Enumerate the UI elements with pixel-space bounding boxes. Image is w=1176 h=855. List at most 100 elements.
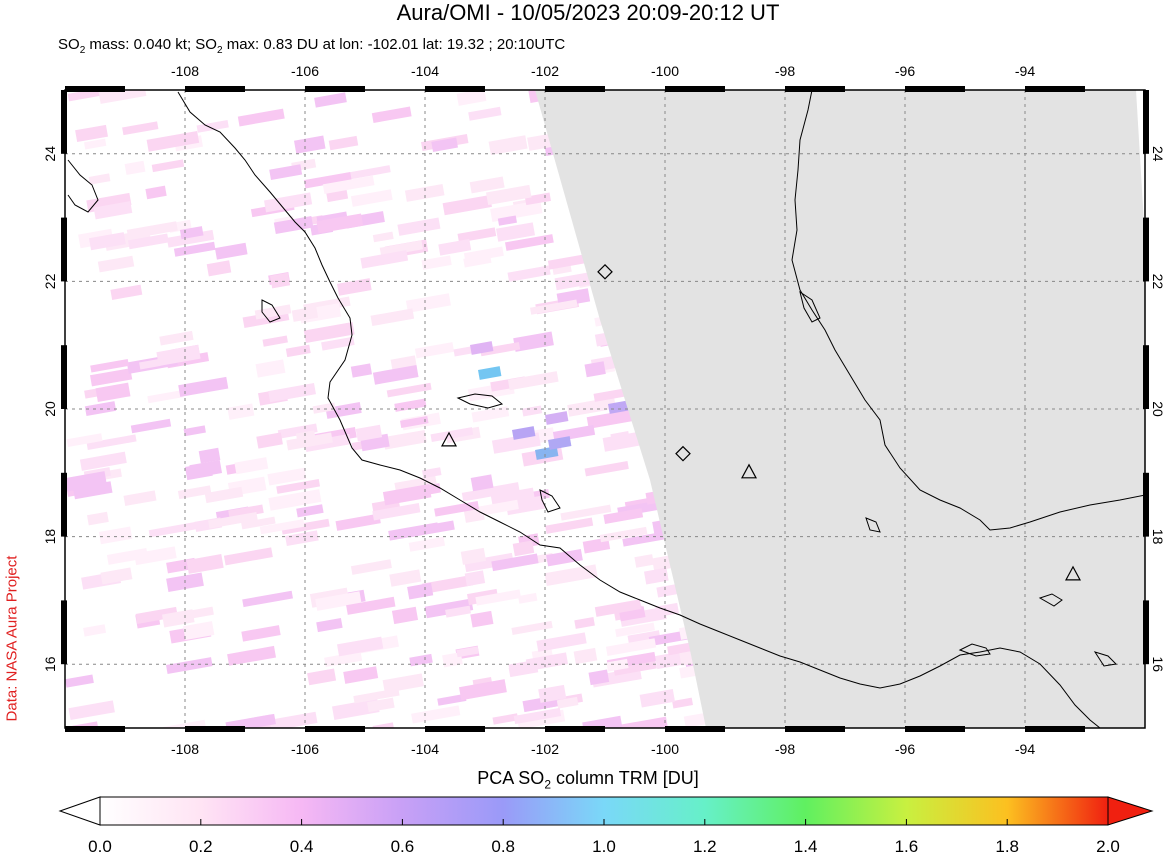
so2-pixel <box>106 548 149 565</box>
so2-pixel-high <box>478 366 502 380</box>
so2-pixel <box>87 511 109 526</box>
so2-pixel <box>459 679 507 701</box>
frame-tick-left <box>61 90 67 154</box>
so2-pixel <box>307 668 337 686</box>
colorbar-tick-label: 0.4 <box>290 837 314 855</box>
so2-pixel <box>463 254 492 268</box>
lon-label-bottom: -108 <box>171 741 199 757</box>
so2-pixel <box>527 133 555 151</box>
frame-tick-bottom <box>545 726 605 732</box>
so2-pixel <box>397 217 441 236</box>
so2-pixel <box>262 335 288 347</box>
frame-tick-left <box>61 217 67 282</box>
lat-label-right: 18 <box>1150 529 1166 545</box>
so2-pixel-high <box>608 400 632 414</box>
so2-pixel <box>491 432 541 454</box>
volcano-diamond-icon <box>675 445 691 462</box>
so2-pixel <box>145 185 167 200</box>
so2-pixel <box>547 253 594 270</box>
so2-pixel <box>296 504 324 518</box>
frame-tick-top <box>545 86 605 92</box>
so2-pixel <box>475 589 522 606</box>
frame-tick-bottom <box>905 726 965 732</box>
so2-pixel <box>584 461 629 477</box>
lat-label-right: 22 <box>1150 274 1166 290</box>
lon-label-bottom: -102 <box>531 741 559 757</box>
so2-pixel <box>544 564 598 587</box>
so2-pixel <box>324 651 363 668</box>
so2-pixel-high <box>535 446 559 460</box>
lon-label-bottom: -96 <box>895 741 915 757</box>
so2-pixel <box>89 232 126 251</box>
lon-label-top: -102 <box>531 63 559 79</box>
frame-tick-top <box>305 86 365 92</box>
lake-chapala <box>456 393 504 409</box>
so2-pixel <box>325 402 362 419</box>
so2-pixel <box>490 200 543 222</box>
so2-pixel <box>303 171 352 189</box>
colorbar-tick-label: 1.2 <box>693 837 717 855</box>
so2-pixel <box>391 606 419 625</box>
so2-pixel <box>178 376 229 397</box>
so2-pixel <box>198 447 221 464</box>
so2-pixel <box>615 622 655 638</box>
so2-pixel <box>134 546 177 566</box>
so2-pixel <box>254 304 292 320</box>
so2-pixel <box>227 403 255 420</box>
so2-pixel <box>72 721 100 728</box>
so2-pixel <box>350 189 393 207</box>
lat-label-right: 20 <box>1150 401 1166 417</box>
so2-pixel <box>86 434 137 450</box>
so2-pixel <box>470 610 494 628</box>
no-data-region <box>535 90 1145 728</box>
catemaco <box>865 517 881 533</box>
lat-label-left: 16 <box>42 656 58 672</box>
so2-pixel <box>508 663 539 678</box>
so2-pixel <box>536 632 587 652</box>
so2-pixel <box>256 432 283 449</box>
so2-pixel <box>372 503 421 521</box>
so2-pixel <box>315 591 362 611</box>
so2-pixel <box>573 647 598 665</box>
colorbar-tick-label: 1.0 <box>592 837 616 855</box>
so2-pixel <box>468 106 502 121</box>
so2-pixel <box>75 124 108 143</box>
so2-pixel <box>456 90 487 106</box>
colorbar-tick-label: 0.8 <box>491 837 515 855</box>
so2-pixel <box>269 164 303 181</box>
colorbar-title: PCA SO2 column TRM [DU] <box>477 768 699 792</box>
so2-pixel <box>346 596 396 615</box>
so2-pixel <box>286 432 333 451</box>
so2-pixel <box>379 240 424 257</box>
frame-tick-top <box>665 86 725 92</box>
so2-pixel <box>312 402 336 414</box>
so2-pixel <box>518 592 538 604</box>
so2-pixel <box>350 559 392 575</box>
frame-tick-right <box>1143 217 1149 282</box>
lat-label-left: 18 <box>42 529 58 545</box>
so2-pixel <box>367 697 395 713</box>
so2-pixel <box>574 617 595 629</box>
colorbar-tick-label: 0.0 <box>88 837 112 855</box>
lon-label-bottom: -106 <box>291 741 319 757</box>
chiapas-lagoons <box>1038 593 1063 607</box>
so2-pixel <box>634 554 654 568</box>
so2-pixel <box>139 358 161 370</box>
so2-pixel <box>95 382 131 402</box>
so2-pixel <box>335 513 381 531</box>
frame-tick-bottom <box>785 726 845 732</box>
so2-pixel <box>146 130 200 152</box>
frame-tick-bottom <box>305 726 365 732</box>
lon-label-top: -108 <box>171 63 199 79</box>
colorbar-tick-label: 1.6 <box>895 837 919 855</box>
so2-pixel <box>337 278 372 296</box>
frame-tick-right <box>1143 472 1149 537</box>
so2-pixel <box>123 490 157 506</box>
gulf-coastline <box>791 90 1145 531</box>
so2-pixel <box>469 176 505 194</box>
so2-pixel <box>303 322 355 344</box>
frame-tick-bottom <box>185 726 245 732</box>
colorbar-tick-label: 0.6 <box>391 837 415 855</box>
so2-pixel <box>491 553 539 572</box>
colorbar-tick-label: 1.8 <box>995 837 1019 855</box>
